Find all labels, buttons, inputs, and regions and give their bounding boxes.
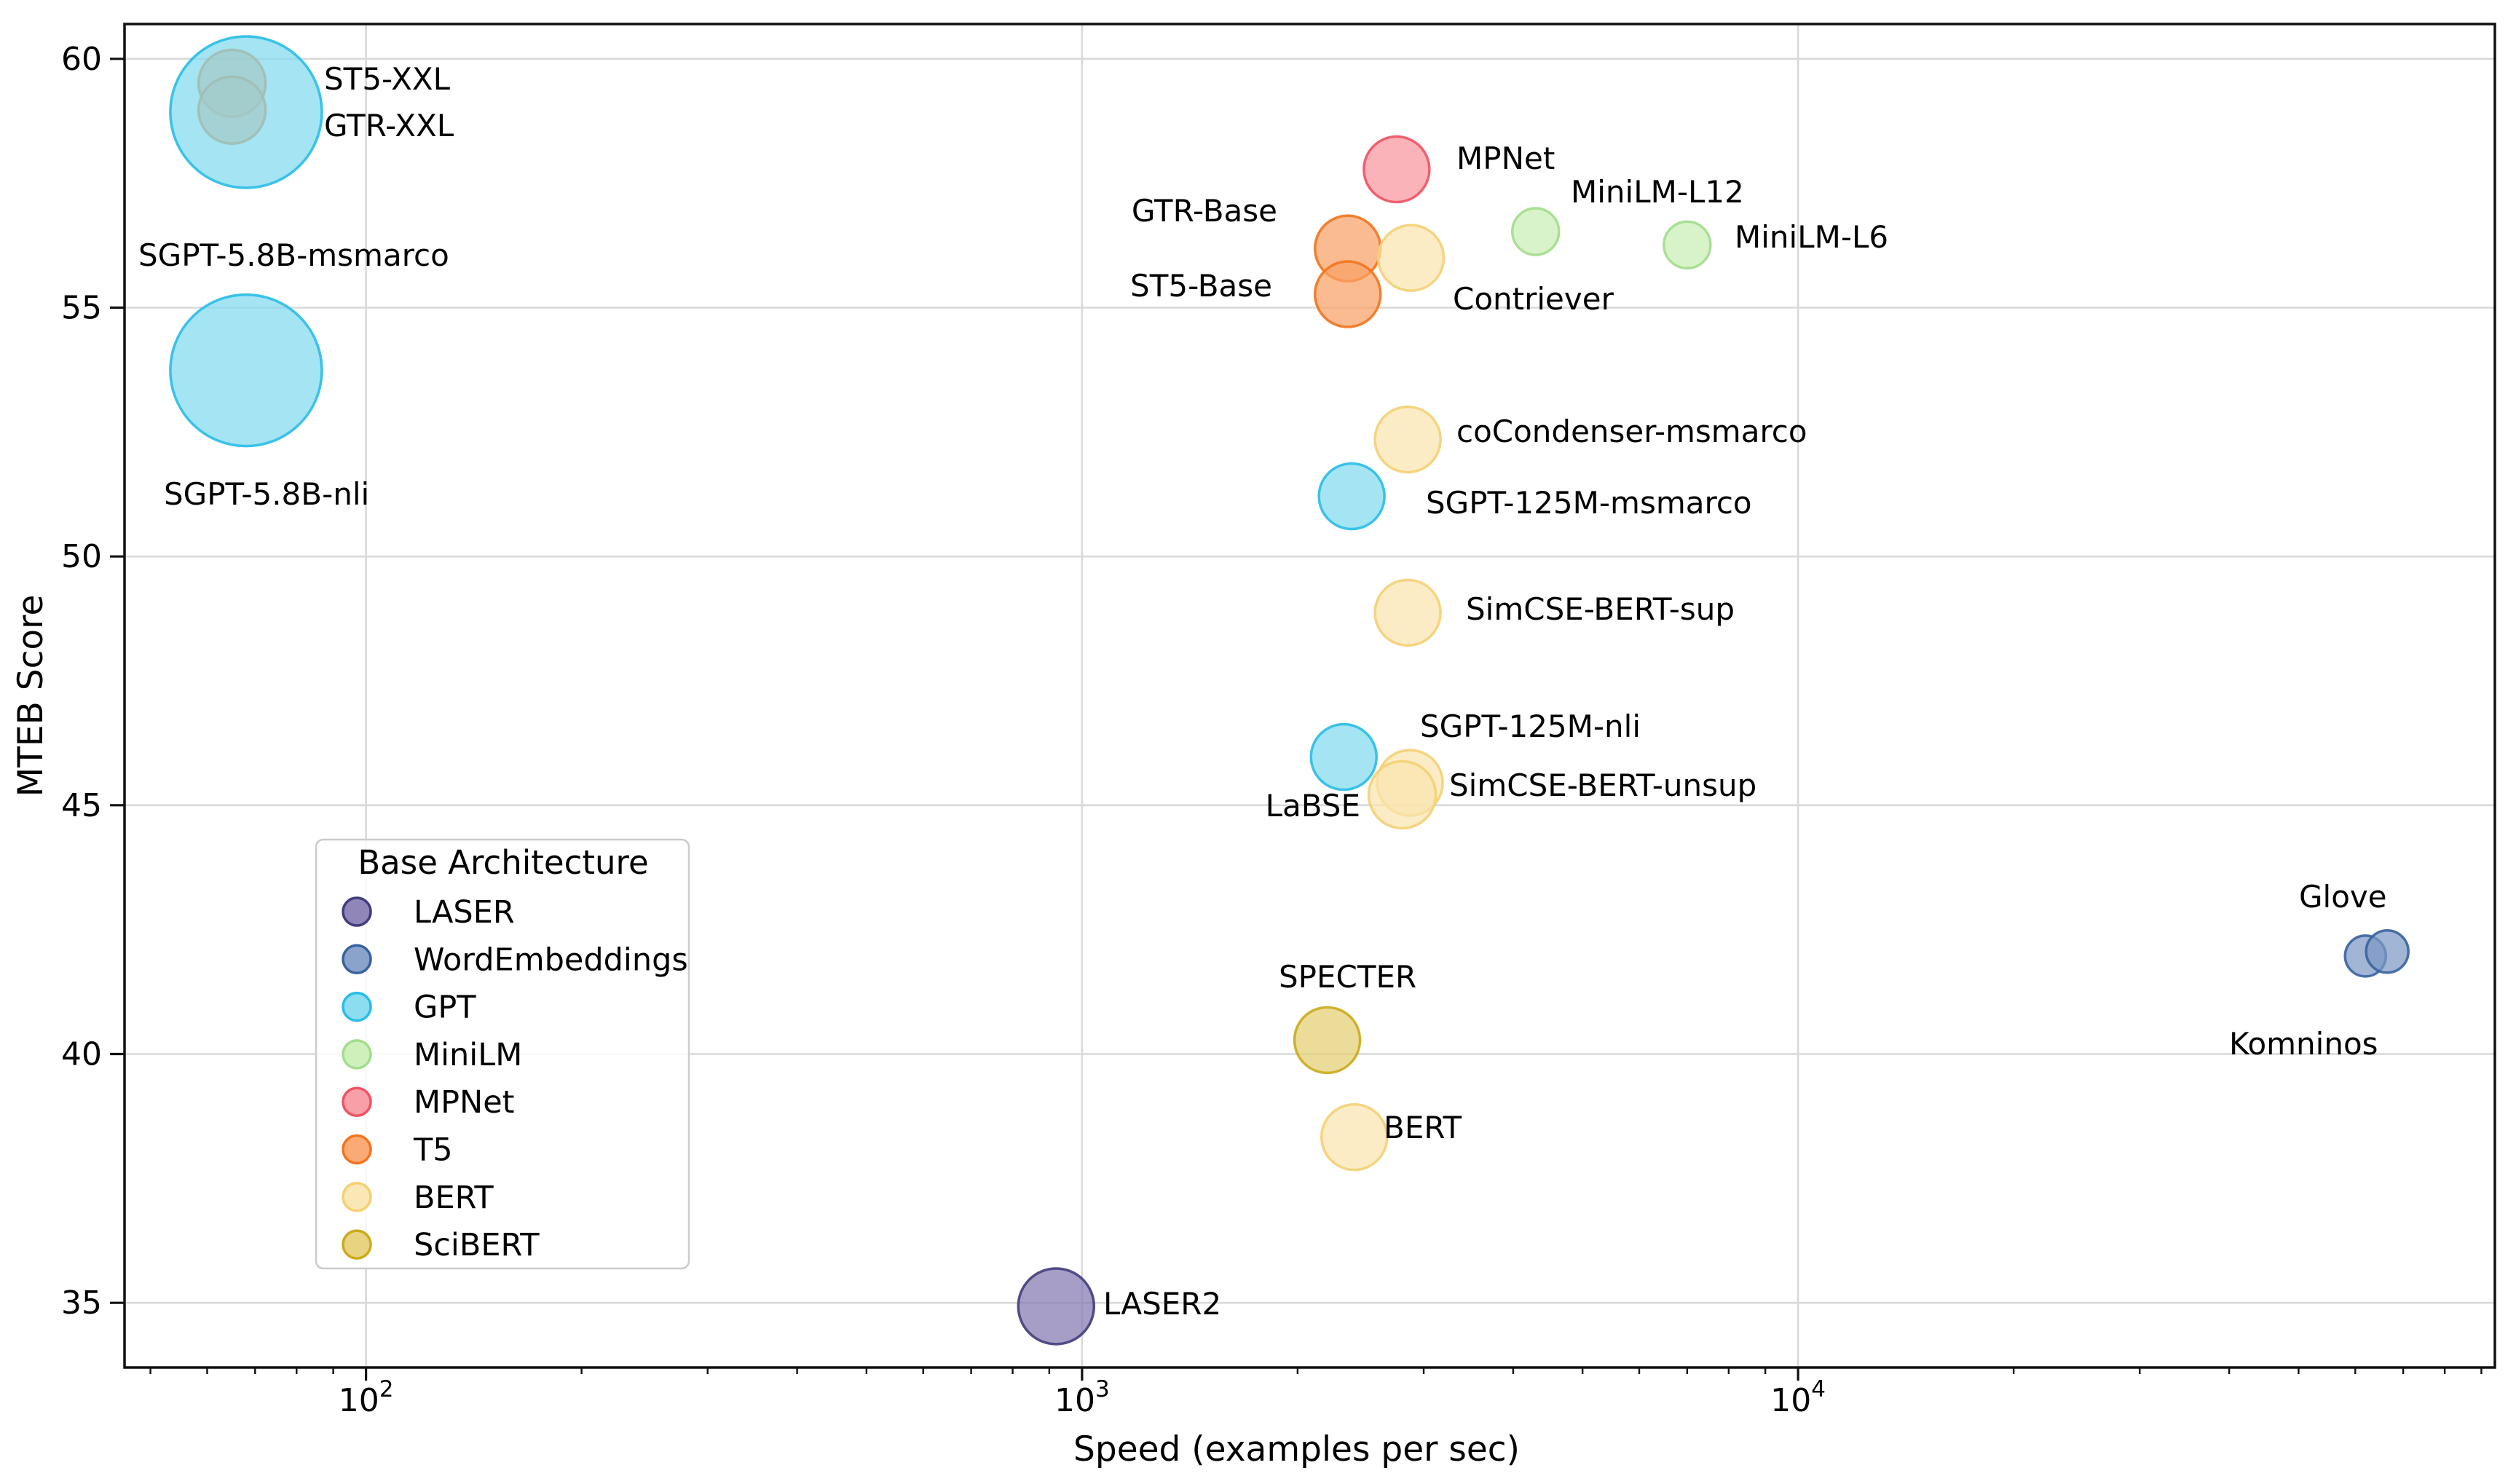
label-Komninos: Komninos [2229,1026,2378,1062]
bubble-BERT [1320,1102,1389,1172]
axes-frame [123,23,2496,1369]
legend: Base Architecture LASER WordEmbeddings GPT M… [315,838,690,1270]
bubble-MPNet [1362,135,1431,204]
legend-label-BERT: BERT [414,1180,494,1216]
y-tick-label-50: 50 [61,538,102,575]
y-tick-label-35: 35 [61,1284,102,1322]
bubble-SimCSE-BERT-sup [1373,578,1442,647]
plot-border [123,23,2496,1369]
legend-swatch-BERT [342,1182,372,1212]
bubble-LaBSE [1367,759,1438,830]
legend-label-WordEmbeddings: WordEmbeddings [414,942,688,978]
bubble-SGPT-125M-msmarco [1317,462,1386,531]
label-SPECTER: SPECTER [1279,959,1416,995]
label-SGPT-5.8B-nli: SGPT-5.8B-nli [164,476,369,512]
legend-swatch-GPT [342,991,372,1022]
legend-label-MPNet: MPNet [414,1084,515,1121]
legend-label-GPT: GPT [414,990,476,1026]
x-tick-label-10e2: 102 [339,1376,394,1419]
point-labels: ST5-XXL GTR-XXL SGPT-5.8B-msmarco SGPT-5.8B… [138,61,2387,1322]
legend-swatch-MPNet [342,1086,372,1117]
bubble-Contriever [1376,224,1446,292]
y-tick-label-55: 55 [61,290,102,327]
bubble-MiniLM-L12 [1510,207,1561,256]
legend-label-T5: T5 [413,1132,453,1169]
y-tick-label-60: 60 [61,41,102,78]
label-Glove: Glove [2299,879,2387,915]
data-bubbles [169,35,2410,1346]
x-tick-label-10e4: 104 [1770,1376,1826,1419]
label-MiniLM-L12: MiniLM-L12 [1571,174,1744,210]
label-Contriever: Contriever [1453,281,1614,317]
label-coCondenser-msmarco: coCondenser-msmarco [1456,414,1807,449]
bubble-SPECTER [1293,1006,1362,1075]
legend-swatch-T5 [342,1134,372,1165]
bubble-LASER2 [1017,1267,1096,1346]
y-tick-label-45: 45 [61,787,102,824]
legend-label-LASER: LASER [414,894,515,931]
label-ST5-Base: ST5-Base [1130,268,1272,304]
label-BERT: BERT [1384,1110,1462,1145]
label-GTR-Base: GTR-Base [1132,193,1277,229]
bubble-ST5-Base [1313,260,1382,328]
label-GTR-XXL: GTR-XXL [324,108,454,143]
x-axis-title: Speed (examples per sec) [1073,1429,1520,1469]
label-MPNet: MPNet [1456,141,1555,176]
label-LaBSE: LaBSE [1266,788,1360,824]
legend-label-SciBERT: SciBERT [414,1227,540,1263]
legend-swatch-MiniLM [342,1039,372,1070]
x-tick-label-10e3: 103 [1054,1376,1110,1419]
label-SimCSE-BERT-sup: SimCSE-BERT-sup [1466,591,1735,627]
bubble-SGPT-5.8B-nli [169,293,323,448]
bubble-MiniLM-L6 [1663,220,1712,270]
label-SGPT-125M-nli: SGPT-125M-nli [1420,709,1641,744]
bubble-SGPT-125M-nli [1309,722,1378,792]
bubble-coCondenser-msmarco [1373,405,1442,474]
axis-ticks [110,58,2483,1381]
label-LASER2: LASER2 [1103,1286,1221,1322]
label-SGPT-125M-msmarco: SGPT-125M-msmarco [1426,485,1752,521]
label-SGPT-5.8B-msmarco: SGPT-5.8B-msmarco [138,237,449,273]
legend-box [315,838,690,1270]
legend-swatch-LASER [342,896,372,927]
legend-label-MiniLM: MiniLM [414,1037,522,1073]
bubble-SGPT-5.8B-msmarco [169,35,323,189]
label-SimCSE-BERT-unsup: SimCSE-BERT-unsup [1449,767,1756,803]
y-axis-title: MTEB Score [11,595,51,797]
bubble-Komninos [2365,928,2410,974]
label-MiniLM-L6: MiniLM-L6 [1735,219,1888,255]
legend-swatch-WordEmbeddings [342,944,372,975]
legend-swatch-SciBERT [342,1229,372,1260]
legend-title: Base Architecture [358,843,648,882]
label-ST5-XXL: ST5-XXL [324,61,451,97]
y-tick-label-40: 40 [61,1036,102,1073]
